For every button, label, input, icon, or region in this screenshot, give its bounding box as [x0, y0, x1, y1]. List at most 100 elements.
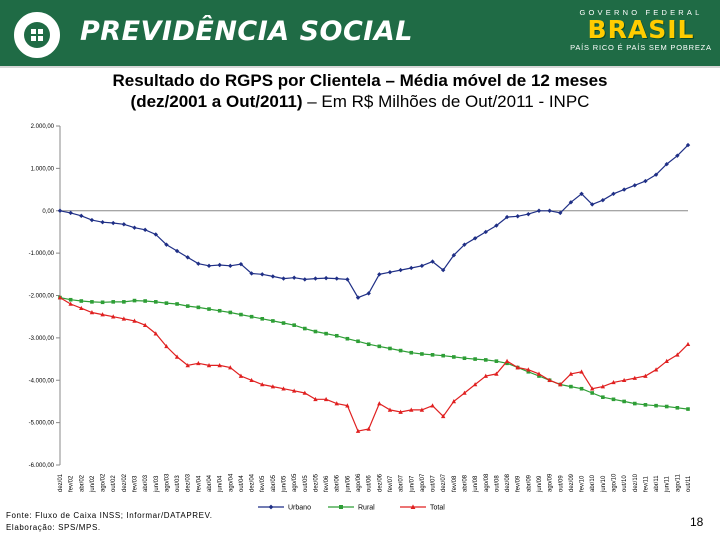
data-point-total [217, 363, 222, 368]
footer-source: Fonte: Fluxo de Caixa INSS; Informar/DAT… [6, 510, 213, 534]
data-point-rural [452, 355, 456, 359]
data-point-rural [164, 301, 169, 305]
data-point-total [685, 341, 691, 347]
x-tick-label: ago/03 [164, 473, 170, 492]
data-point-total [632, 375, 637, 380]
x-tick-label: out/02 [111, 475, 117, 492]
data-point-urbano [377, 272, 382, 277]
data-point-urbano [504, 214, 510, 220]
data-point-urbano [111, 220, 116, 226]
data-point-rural [271, 319, 275, 323]
header-banner: PREVIDÊNCIA SOCIAL GOVERNO FEDERAL BRASI… [0, 0, 720, 66]
data-point-urbano [323, 275, 329, 281]
x-tick-label: jun/02 [90, 475, 96, 493]
legend-marker-rural [339, 505, 343, 509]
data-point-total [643, 373, 648, 378]
data-point-urbano [196, 261, 201, 266]
data-point-total [462, 390, 467, 395]
gov-brasil-wordmark: BRASIL [587, 15, 695, 44]
data-point-urbano [685, 142, 691, 148]
data-point-rural [196, 305, 201, 310]
data-point-total [249, 377, 254, 383]
data-point-rural [537, 374, 541, 378]
data-point-rural [313, 329, 318, 334]
data-point-urbano [387, 269, 393, 275]
y-tick-label: -5.000,00 [29, 421, 55, 427]
data-point-urbano [547, 208, 552, 213]
data-point-urbano [398, 267, 403, 273]
data-point-total [387, 407, 393, 412]
data-point-urbano [334, 276, 339, 281]
x-tick-label: out/10 [622, 475, 628, 492]
x-tick-label: jun/03 [154, 475, 160, 493]
x-tick-label: ago/04 [228, 473, 234, 492]
data-point-rural [462, 356, 467, 361]
data-point-urbano [451, 253, 457, 258]
data-point-rural [569, 384, 573, 389]
x-tick-label: fev/10 [580, 475, 586, 492]
x-tick-label: dez/10 [633, 473, 639, 492]
x-tick-label: dez/02 [122, 473, 128, 492]
x-tick-label: abr/07 [399, 474, 405, 492]
data-point-total [206, 363, 212, 368]
x-tick-label: dez/03 [186, 473, 192, 492]
data-point-total [483, 373, 488, 378]
data-point-urbano [494, 223, 499, 228]
x-tick-label: ago/06 [356, 473, 362, 492]
data-point-urbano [57, 208, 63, 213]
data-point-total [409, 407, 414, 412]
chart-title-line2: (dez/2001 a Out/2011) – Em R$ Milhões de… [131, 92, 590, 111]
data-point-urbano [238, 261, 244, 267]
data-point-urbano [345, 277, 350, 282]
data-point-total [653, 367, 659, 372]
data-point-urbano [611, 191, 616, 196]
data-point-rural [122, 300, 126, 304]
data-point-urbano [249, 271, 254, 276]
data-point-total [355, 428, 361, 433]
x-tick-label: out/08 [494, 475, 500, 492]
data-point-urbano [89, 217, 95, 223]
data-point-total [68, 301, 73, 306]
y-tick-label: 2.000,00 [31, 124, 55, 130]
data-point-rural [239, 312, 243, 317]
x-tick-label: dez/01 [58, 473, 64, 492]
data-point-urbano [100, 219, 105, 225]
data-point-rural [260, 317, 265, 321]
data-point-rural [622, 399, 626, 404]
x-tick-label: dez/06 [377, 473, 383, 492]
x-tick-label: jun/08 [473, 475, 479, 493]
data-point-urbano [164, 242, 169, 247]
data-point-urbano [260, 272, 265, 277]
data-point-total [547, 377, 552, 383]
data-point-total [611, 379, 616, 385]
data-point-total [270, 384, 276, 389]
banner-divider [0, 66, 720, 68]
x-tick-label: abr/03 [143, 474, 149, 492]
brand-title: PREVIDÊNCIA SOCIAL [80, 16, 413, 47]
data-point-rural [324, 331, 328, 336]
x-tick-label: fev/05 [260, 475, 266, 492]
x-tick-label: fev/07 [388, 475, 394, 492]
data-point-urbano [664, 161, 669, 167]
data-point-total [366, 426, 371, 431]
data-point-urbano [228, 263, 233, 269]
data-point-rural [292, 323, 296, 327]
chart-title-line1: Resultado do RGPS por Clientela – Média … [112, 71, 608, 90]
x-tick-label: jun/05 [282, 475, 288, 493]
x-tick-label: ago/02 [101, 473, 107, 492]
data-point-urbano [568, 200, 574, 205]
data-point-rural [611, 397, 616, 402]
x-tick-label: abr/04 [207, 474, 213, 492]
data-point-rural [303, 326, 307, 331]
data-point-rural [68, 297, 73, 302]
data-point-total [345, 403, 350, 408]
x-tick-label: out/09 [558, 475, 564, 492]
x-tick-label: jun/11 [665, 475, 671, 493]
y-tick-label: 0,00 [42, 209, 54, 215]
data-point-rural [430, 353, 435, 357]
data-point-total [323, 396, 329, 402]
data-point-total [174, 354, 180, 359]
x-tick-label: ago/10 [611, 473, 617, 492]
data-point-rural [228, 310, 233, 315]
chart-title: Resultado do RGPS por Clientela – Média … [40, 70, 680, 112]
